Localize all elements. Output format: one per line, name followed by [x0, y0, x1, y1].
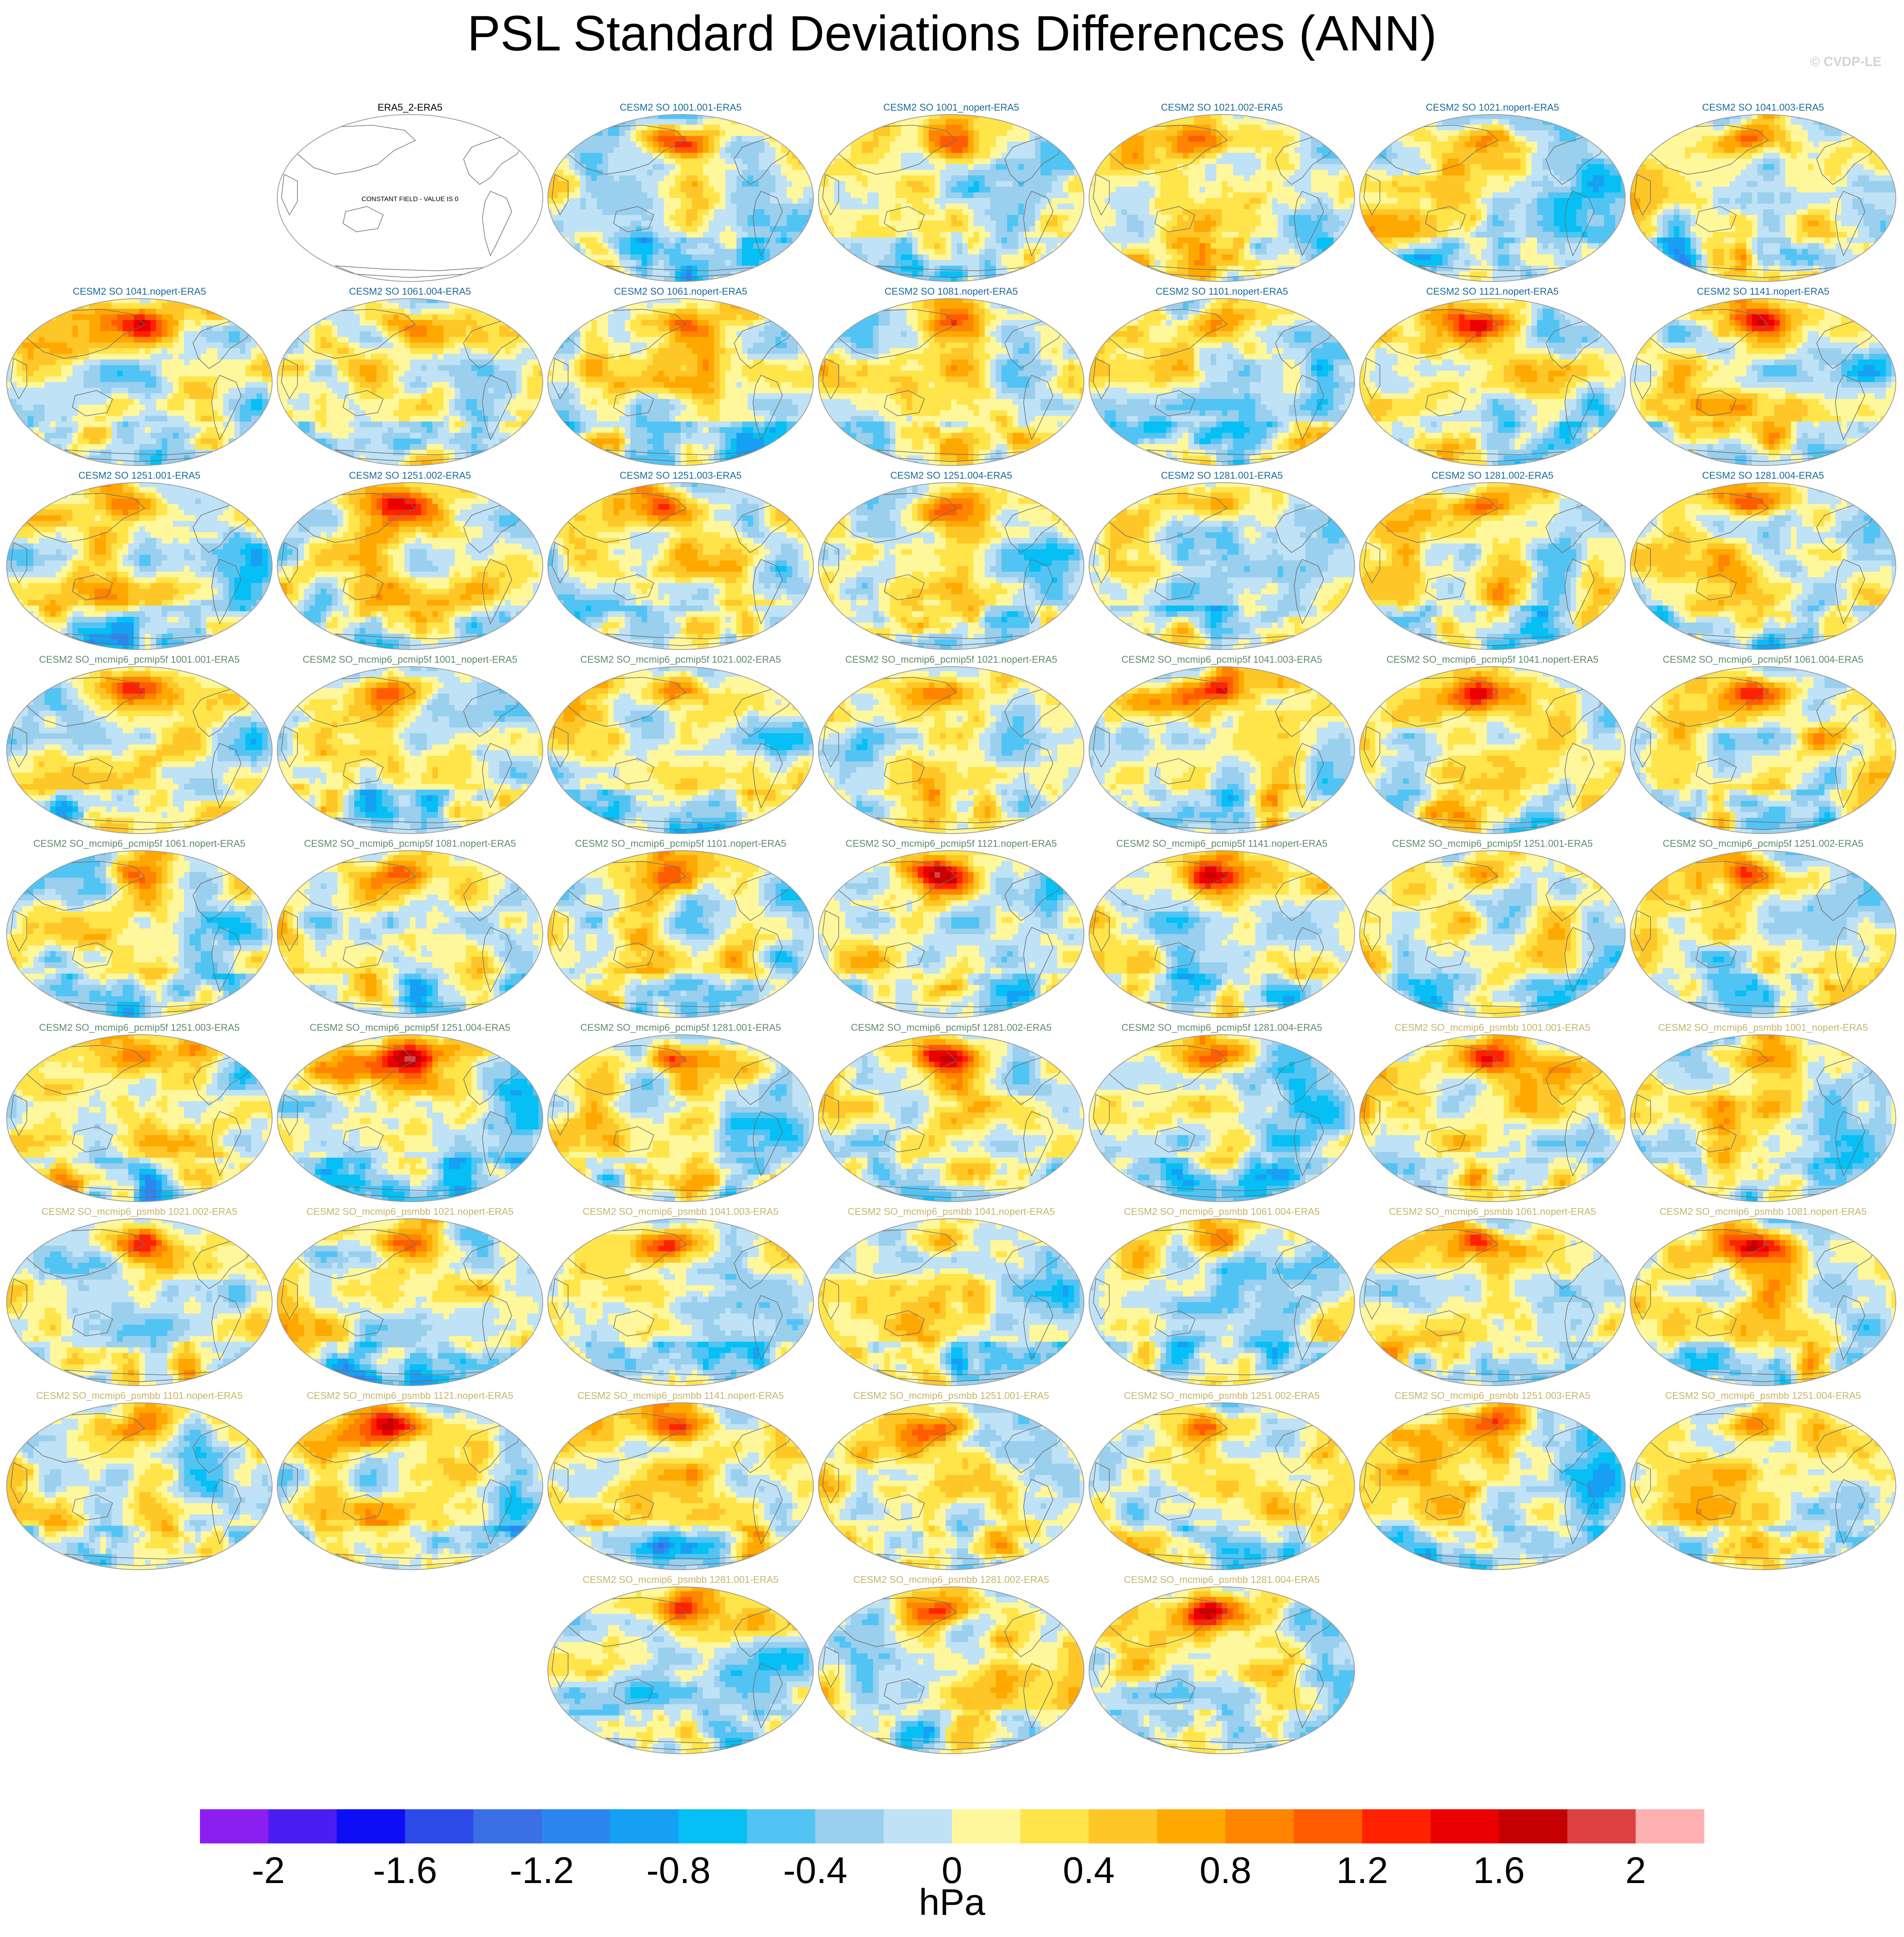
colorbar-swatch — [884, 1809, 952, 1843]
colorbar-swatch — [473, 1809, 542, 1843]
colorbar-swatch — [542, 1809, 610, 1843]
colorbar-swatch — [1499, 1809, 1568, 1843]
colorbar-swatch — [1294, 1809, 1362, 1843]
colorbar-swatch — [200, 1809, 269, 1843]
colorbar-swatch — [952, 1809, 1021, 1843]
colorbar-swatch — [1225, 1809, 1294, 1843]
colorbar-swatch — [679, 1809, 747, 1843]
colorbar-swatch — [610, 1809, 679, 1843]
colorbar-swatch — [1362, 1809, 1431, 1843]
colorbar-swatch — [268, 1809, 337, 1843]
colorbar-swatch — [1431, 1809, 1499, 1843]
colorbar-swatch — [747, 1809, 816, 1843]
colorbar-swatch — [405, 1809, 474, 1843]
colorbar-swatch — [1636, 1809, 1704, 1843]
colorbar-swatch — [337, 1809, 405, 1843]
colorbar-swatch — [1020, 1809, 1089, 1843]
colorbar-swatch — [1567, 1809, 1636, 1843]
colorbar-units-label: hPa — [0, 1881, 1904, 1924]
colorbar-swatch — [815, 1809, 884, 1843]
colorbar-swatch — [1157, 1809, 1226, 1843]
colorbar-swatch — [1089, 1809, 1157, 1843]
